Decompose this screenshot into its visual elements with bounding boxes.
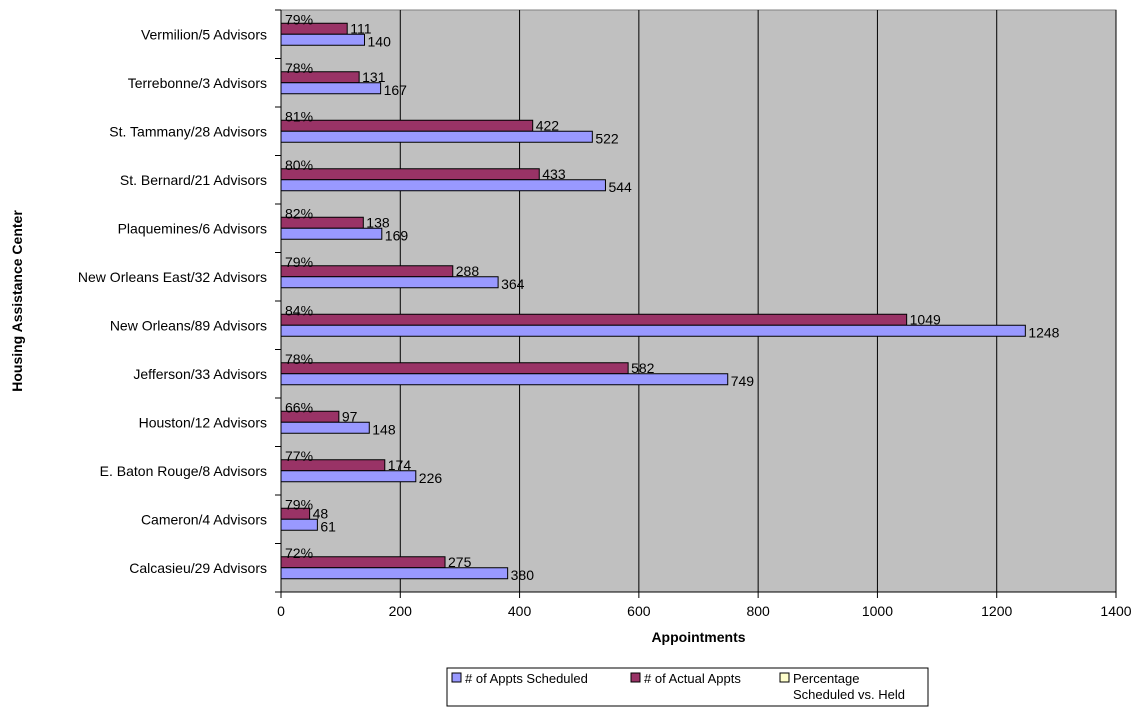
x-tick-label: 1000 bbox=[862, 603, 893, 619]
data-label-scheduled: 226 bbox=[419, 470, 443, 486]
category-label: Houston/12 Advisors bbox=[139, 414, 267, 430]
data-label-percentage: 79% bbox=[285, 11, 313, 27]
data-label-actual: 433 bbox=[542, 166, 566, 182]
data-label-percentage: 80% bbox=[285, 157, 313, 173]
x-tick-label: 200 bbox=[389, 603, 413, 619]
data-label-actual: 288 bbox=[456, 263, 480, 279]
legend-label: # of Appts Scheduled bbox=[465, 671, 588, 686]
bar-actual-appts bbox=[280, 168, 540, 181]
data-label-percentage: 79% bbox=[285, 496, 313, 512]
grid-lines bbox=[399, 10, 1117, 592]
legend-label: Percentage Scheduled vs. Held bbox=[793, 671, 905, 702]
data-label-actual: 582 bbox=[631, 360, 655, 376]
category-label: Plaquemines/6 Advisors bbox=[118, 220, 267, 236]
legend-swatch bbox=[779, 672, 790, 683]
data-label-scheduled: 544 bbox=[608, 179, 632, 195]
data-label-scheduled: 749 bbox=[731, 373, 755, 389]
legend: # of Appts Scheduled # of Actual Appts Per… bbox=[446, 667, 929, 707]
data-label-scheduled: 380 bbox=[511, 567, 535, 583]
bar-actual-appts bbox=[280, 313, 908, 326]
y-axis-title: Housing Assistance Center bbox=[9, 210, 25, 392]
bar-actual-appts bbox=[280, 119, 534, 132]
data-label-actual: 422 bbox=[536, 117, 560, 133]
axes-layer: 0 200 400 600 800 1000 1200 1400 bbox=[275, 9, 1132, 619]
category-label: Cameron/4 Advisors bbox=[141, 511, 267, 527]
plot-area bbox=[280, 9, 1117, 593]
data-label-percentage: 66% bbox=[285, 399, 313, 415]
x-tick-label: 400 bbox=[508, 603, 532, 619]
category-label: St. Bernard/21 Advisors bbox=[120, 172, 267, 188]
data-label-percentage: 72% bbox=[285, 545, 313, 561]
data-label-percentage: 79% bbox=[285, 254, 313, 270]
data-label-scheduled: 148 bbox=[372, 421, 396, 437]
data-label-actual: 97 bbox=[342, 408, 358, 424]
bar-appts-scheduled bbox=[280, 373, 729, 386]
category-label: Calcasieu/29 Advisors bbox=[129, 560, 267, 576]
category-label: Vermilion/5 Advisors bbox=[141, 26, 267, 42]
data-label-actual: 275 bbox=[448, 554, 472, 570]
category-label: New Orleans/89 Advisors bbox=[110, 317, 267, 333]
legend-label: # of Actual Appts bbox=[644, 671, 741, 686]
category-label: New Orleans East/32 Advisors bbox=[78, 269, 267, 285]
data-label-percentage: 82% bbox=[285, 205, 313, 221]
legend-box bbox=[446, 667, 929, 707]
x-tick-label: 0 bbox=[277, 603, 285, 619]
data-label-actual: 1049 bbox=[910, 311, 941, 327]
data-label-scheduled: 167 bbox=[384, 82, 408, 98]
category-label: Terrebonne/3 Advisors bbox=[128, 75, 267, 91]
bar-actual-appts bbox=[280, 362, 629, 375]
data-label-scheduled: 140 bbox=[368, 33, 392, 49]
x-tick-label: 800 bbox=[746, 603, 770, 619]
x-axis-title: Appointments bbox=[651, 629, 745, 645]
bar-appts-scheduled bbox=[280, 567, 509, 580]
data-label-actual: 138 bbox=[366, 214, 390, 230]
data-label-actual: 174 bbox=[388, 457, 412, 473]
legend-swatch bbox=[451, 672, 462, 683]
x-tick-label: 1200 bbox=[981, 603, 1012, 619]
data-label-percentage: 78% bbox=[285, 60, 313, 76]
data-label-percentage: 81% bbox=[285, 108, 313, 124]
data-label-actual: 111 bbox=[350, 20, 371, 36]
data-label-scheduled: 61 bbox=[320, 518, 336, 534]
x-tick-label: 600 bbox=[627, 603, 651, 619]
x-tick-label: 1400 bbox=[1100, 603, 1131, 619]
data-label-scheduled: 522 bbox=[595, 130, 619, 146]
data-label-percentage: 84% bbox=[285, 302, 313, 318]
data-label-scheduled: 1248 bbox=[1028, 324, 1059, 340]
category-label: St. Tammany/28 Advisors bbox=[109, 123, 267, 139]
bars-layer bbox=[280, 22, 1026, 580]
data-label-scheduled: 169 bbox=[385, 227, 409, 243]
data-label-percentage: 77% bbox=[285, 448, 313, 464]
category-label: Jefferson/33 Advisors bbox=[133, 366, 267, 382]
data-label-scheduled: 364 bbox=[501, 276, 525, 292]
data-label-percentage: 78% bbox=[285, 351, 313, 367]
data-label-actual: 131 bbox=[362, 69, 386, 85]
legend-swatch bbox=[630, 672, 641, 683]
data-label-actual: 48 bbox=[313, 505, 329, 521]
category-label: E. Baton Rouge/8 Advisors bbox=[100, 463, 267, 479]
